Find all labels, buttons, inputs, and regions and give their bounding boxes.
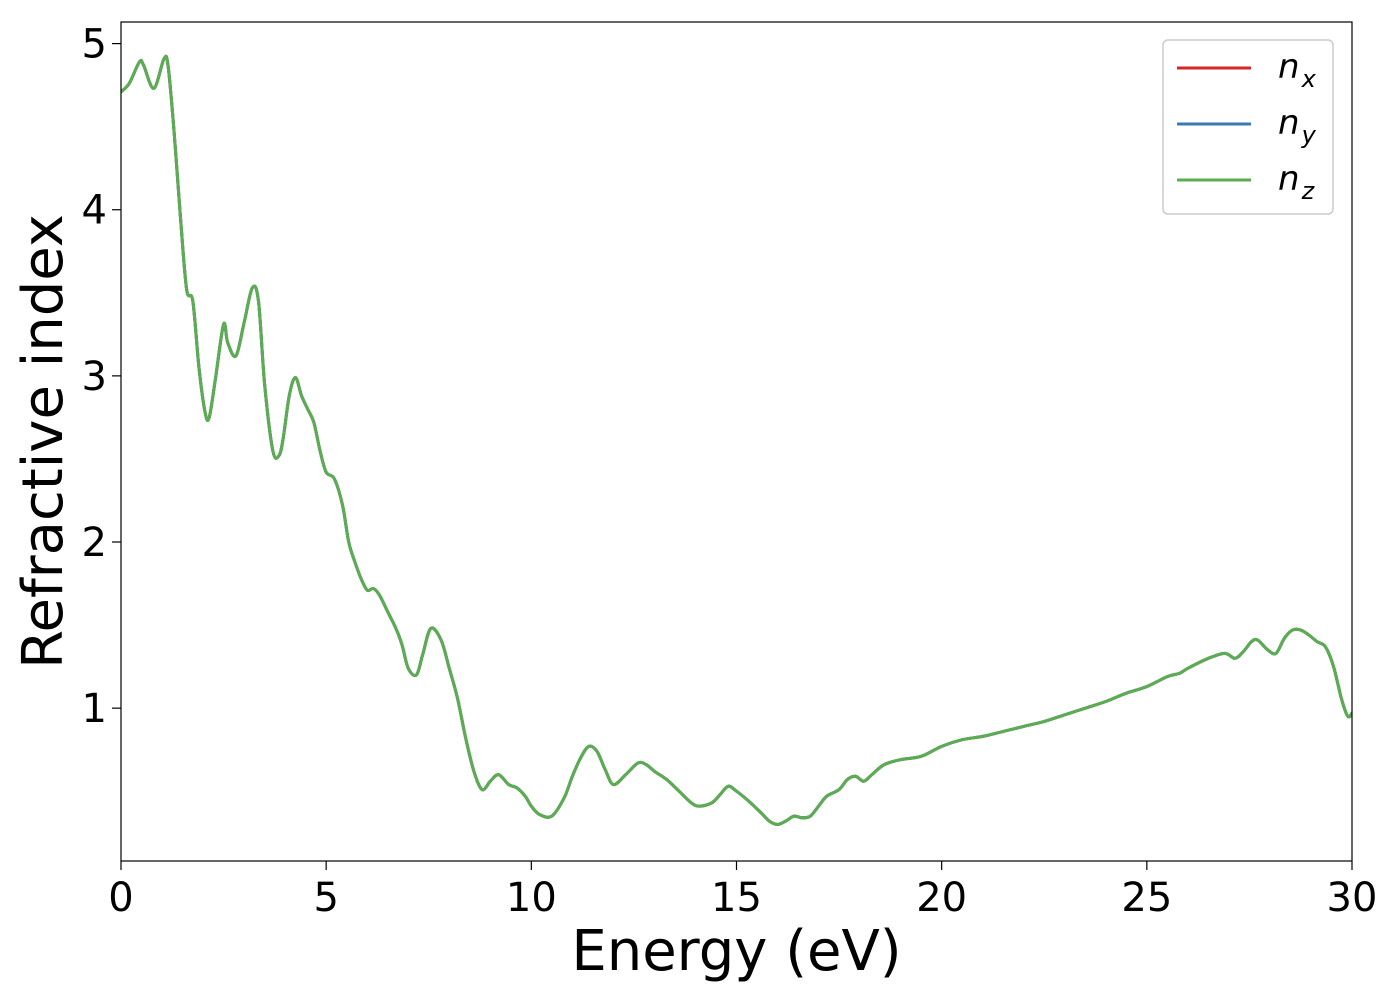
- y-tick-label: 1: [82, 686, 107, 732]
- y-tick-label: 2: [82, 520, 107, 566]
- series-layer: [121, 54, 1352, 826]
- x-axis-ticks: 0 5 10 15 20 25 30: [108, 861, 1377, 921]
- x-tick-label: 10: [506, 875, 557, 921]
- x-tick-label: 30: [1327, 875, 1378, 921]
- x-tick-label: 20: [916, 875, 967, 921]
- x-tick-label: 15: [711, 875, 762, 921]
- y-tick-label: 5: [82, 22, 107, 68]
- x-tick-label: 5: [313, 875, 338, 921]
- legend-label-x: nx: [1278, 47, 1317, 93]
- legend: nx ny nz: [1162, 39, 1334, 215]
- y-axis-ticks: 1 2 3 4 5: [82, 22, 121, 732]
- x-tick-label: 0: [108, 875, 133, 921]
- y-tick-label: 3: [82, 354, 107, 400]
- y-axis-label: Refractive index: [11, 214, 76, 669]
- legend-label-z: nz: [1278, 159, 1316, 205]
- y-tick-label: 4: [82, 188, 107, 234]
- series-line-n-z: [121, 54, 1352, 826]
- legend-box: [1162, 39, 1334, 215]
- legend-label-y: ny: [1278, 103, 1317, 149]
- x-axis-label: Energy (eV): [571, 919, 901, 984]
- x-tick-label: 25: [1121, 875, 1172, 921]
